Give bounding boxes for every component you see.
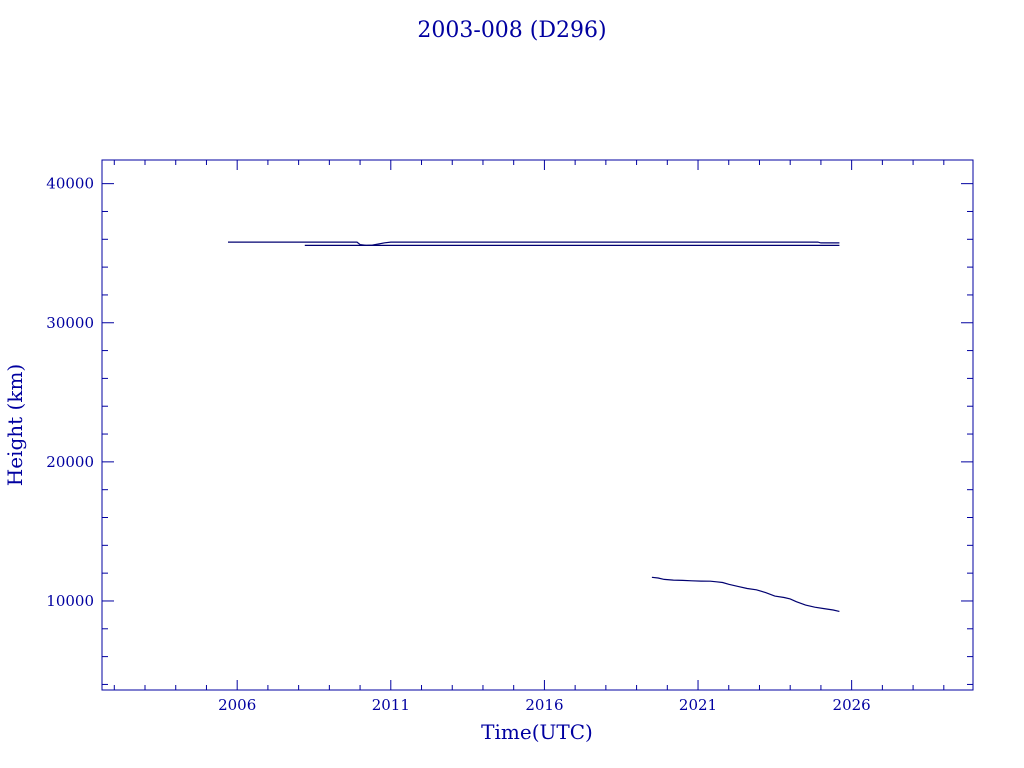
x-tick-label: 2016 (525, 696, 563, 714)
x-tick-label: 2011 (372, 696, 410, 714)
y-tick-label: 10000 (46, 592, 94, 610)
y-tick-label: 40000 (46, 175, 94, 193)
x-tick-label: 2021 (679, 696, 717, 714)
y-tick-label: 20000 (46, 453, 94, 471)
x-axis-label: Time(UTC) (481, 720, 593, 744)
x-axis-tick-labels: 2006 2011 2016 2021 2026 (218, 696, 871, 714)
plot-frame (101, 159, 974, 691)
series-line-3 (651, 576, 840, 612)
y-axis-label: Height (km) (3, 364, 27, 486)
series-group (228, 241, 840, 612)
chart-title: 2003-008 (D296) (417, 18, 606, 43)
x-tick-label: 2006 (218, 696, 256, 714)
y-tick-label: 30000 (46, 314, 94, 332)
x-axis-ticks (113, 160, 945, 690)
x-tick-label: 2026 (833, 696, 871, 714)
y-axis-tick-labels: 10000 20000 30000 40000 (46, 175, 94, 610)
y-axis-ticks (102, 183, 973, 685)
series-line-1 (228, 241, 840, 247)
